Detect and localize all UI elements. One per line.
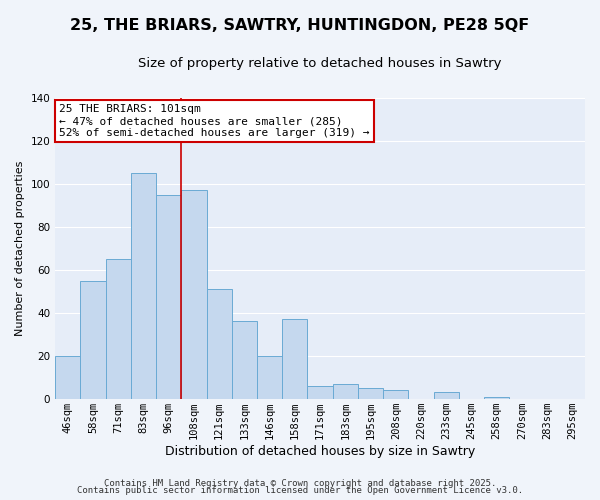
Bar: [156, 194, 181, 398]
Bar: [80, 280, 106, 398]
Title: Size of property relative to detached houses in Sawtry: Size of property relative to detached ho…: [139, 58, 502, 70]
Text: 25 THE BRIARS: 101sqm
← 47% of detached houses are smaller (285)
52% of semi-det: 25 THE BRIARS: 101sqm ← 47% of detached …: [59, 104, 370, 138]
Bar: [106, 259, 131, 398]
Bar: [332, 384, 358, 398]
Bar: [55, 356, 80, 399]
Bar: [484, 396, 509, 398]
Bar: [257, 356, 282, 399]
Bar: [358, 388, 383, 398]
Bar: [206, 289, 232, 399]
Bar: [434, 392, 459, 398]
Bar: [131, 173, 156, 398]
Text: Contains HM Land Registry data © Crown copyright and database right 2025.: Contains HM Land Registry data © Crown c…: [104, 478, 496, 488]
Bar: [181, 190, 206, 398]
Y-axis label: Number of detached properties: Number of detached properties: [15, 160, 25, 336]
Text: Contains public sector information licensed under the Open Government Licence v3: Contains public sector information licen…: [77, 486, 523, 495]
Bar: [232, 322, 257, 398]
X-axis label: Distribution of detached houses by size in Sawtry: Distribution of detached houses by size …: [165, 444, 475, 458]
Bar: [282, 319, 307, 398]
Text: 25, THE BRIARS, SAWTRY, HUNTINGDON, PE28 5QF: 25, THE BRIARS, SAWTRY, HUNTINGDON, PE28…: [70, 18, 530, 32]
Bar: [307, 386, 332, 398]
Bar: [383, 390, 409, 398]
